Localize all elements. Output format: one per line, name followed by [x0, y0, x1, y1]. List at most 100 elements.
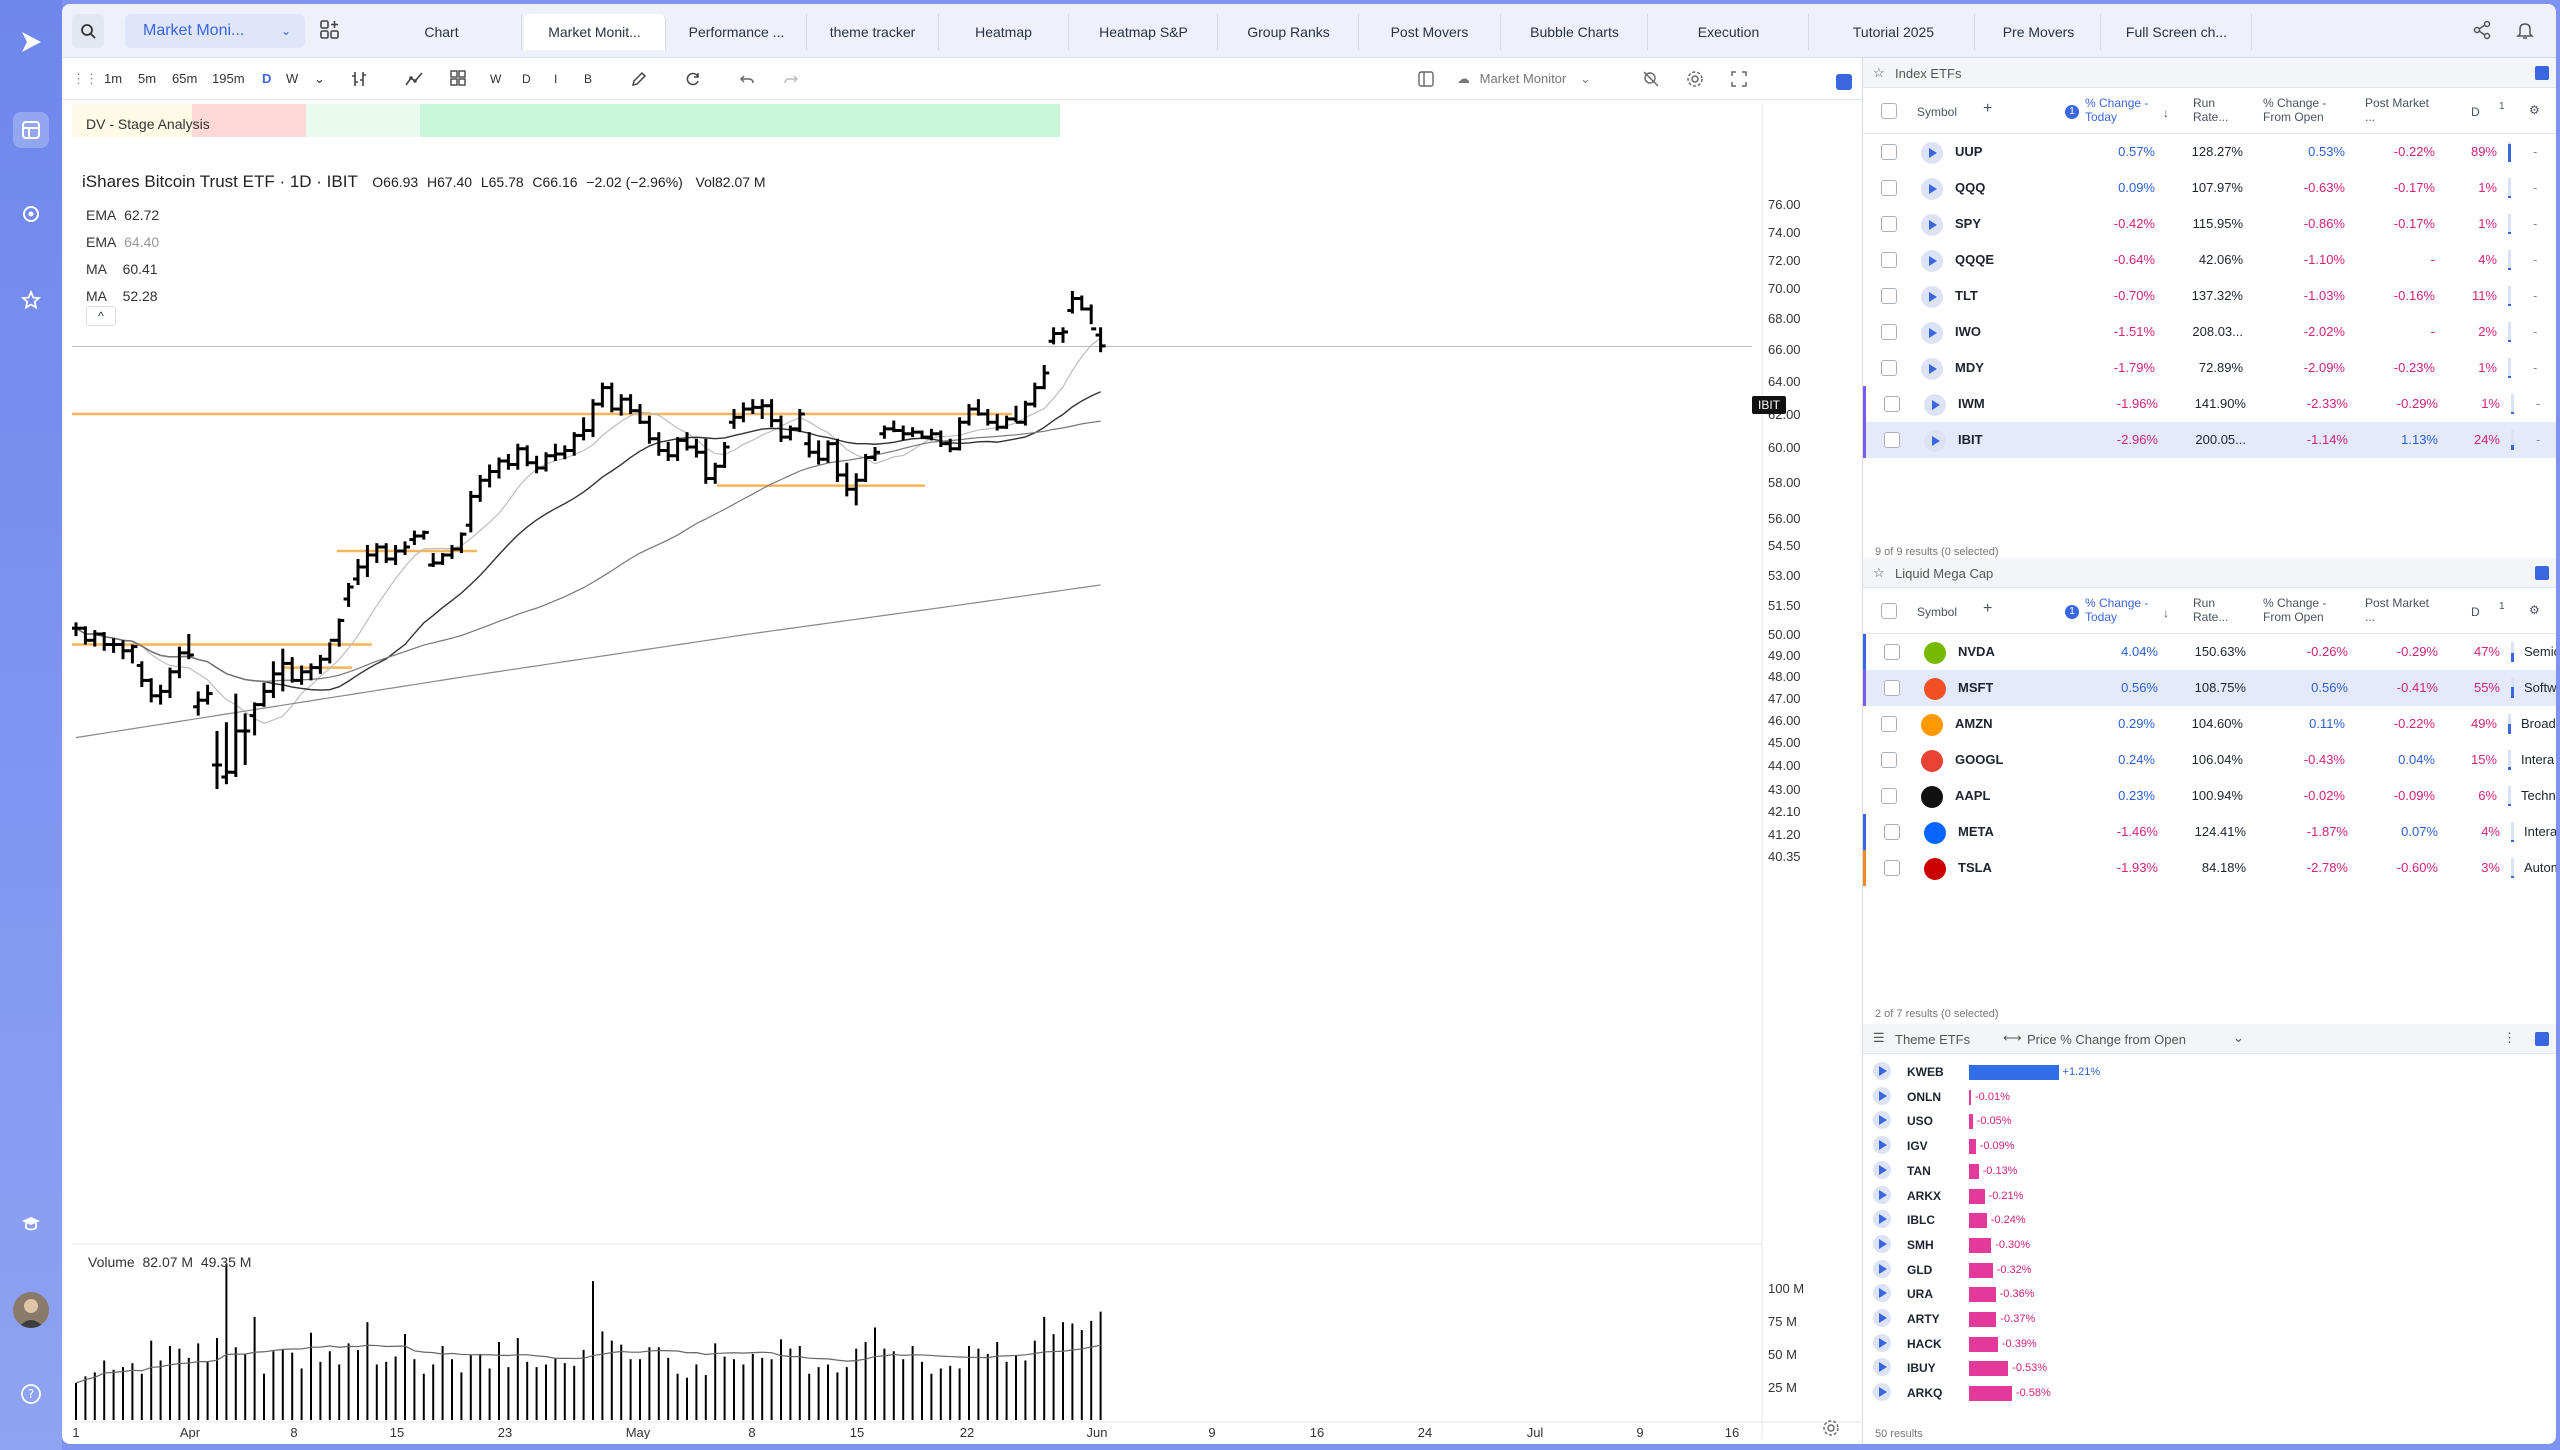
period-w[interactable]: W	[490, 72, 502, 86]
theme-symbol[interactable]: ARKQ	[1907, 1386, 1943, 1401]
row-checkbox[interactable]	[1881, 788, 1897, 804]
theme-symbol[interactable]: ARTY	[1907, 1312, 1940, 1326]
tab-performance[interactable]: Performance ...	[667, 14, 807, 50]
link-color-badge[interactable]	[1836, 74, 1852, 90]
row-checkbox[interactable]	[1884, 680, 1900, 696]
indicator-row[interactable]: MA 60.41	[86, 261, 158, 277]
tab-tutorial-2025[interactable]: Tutorial 2025	[1813, 14, 1975, 50]
play-icon[interactable]	[1873, 1136, 1891, 1155]
theme-etf-row[interactable]: IGV -0.09%	[1863, 1134, 2556, 1159]
theme-etf-row[interactable]: GLD -0.32%	[1863, 1258, 2556, 1283]
interval-daily[interactable]: D	[262, 71, 272, 86]
row-symbol[interactable]: GOOGL	[1955, 752, 2004, 767]
link-color-badge[interactable]	[2535, 66, 2549, 80]
undo-icon[interactable]	[738, 70, 756, 88]
watchlist-row[interactable]: UUP 0.57% 128.27% 0.53% -0.22% 89% -	[1863, 134, 2556, 170]
star-icon[interactable]	[13, 282, 49, 318]
share-icon[interactable]	[2472, 20, 2494, 42]
row-symbol[interactable]: META	[1958, 824, 1994, 839]
watchlist-row[interactable]: NVDA 4.04% 150.63% -0.26% -0.29% 47% Semic	[1863, 634, 2556, 670]
layout-icon[interactable]	[1417, 70, 1435, 88]
tab-chart[interactable]: Chart	[362, 14, 522, 50]
watchlist-row[interactable]: QQQE -0.64% 42.06% -1.10% - 4% -	[1863, 242, 2556, 278]
row-checkbox[interactable]	[1881, 716, 1897, 732]
help-icon[interactable]: ?	[13, 1376, 49, 1412]
row-checkbox[interactable]	[1884, 860, 1900, 876]
theme-etf-row[interactable]: USO -0.05%	[1863, 1109, 2556, 1134]
play-icon[interactable]	[1924, 394, 1946, 416]
watchlist-row[interactable]: SPY -0.42% 115.95% -0.86% -0.17% 1% -	[1863, 206, 2556, 242]
indicator-row[interactable]: EMA 64.40	[86, 234, 160, 250]
col-1[interactable]: 1	[2499, 601, 2505, 612]
indicator-row[interactable]: EMA 62.72	[86, 207, 160, 223]
theme-symbol[interactable]: IBLC	[1907, 1213, 1935, 1228]
col-change-today[interactable]: % Change - Today	[2085, 96, 2149, 124]
watchlist-row[interactable]: IWM -1.96% 141.90% -2.33% -0.29% 1% -	[1863, 386, 2556, 422]
search-button[interactable]	[72, 14, 104, 48]
tab-group-ranks[interactable]: Group Ranks	[1219, 14, 1359, 50]
play-icon[interactable]	[1873, 1358, 1891, 1377]
row-symbol[interactable]: UUP	[1955, 144, 1983, 159]
watchlist-row[interactable]: AAPL 0.23% 100.94% -0.02% -0.09% 6% Techn	[1863, 778, 2556, 814]
bell-icon[interactable]	[2515, 20, 2537, 42]
link-color-badge[interactable]	[2535, 566, 2549, 580]
select-all-checkbox[interactable]	[1881, 103, 1897, 119]
play-icon[interactable]	[1921, 286, 1943, 308]
col-d[interactable]: D	[2471, 105, 2480, 119]
interval-1m[interactable]: 1m	[104, 71, 123, 86]
row-symbol[interactable]: TSLA	[1958, 860, 1992, 875]
watchlist-row[interactable]: AMZN 0.29% 104.60% 0.11% -0.22% 49% Broad	[1863, 706, 2556, 742]
theme-etf-row[interactable]: HACK -0.39%	[1863, 1332, 2556, 1357]
play-icon[interactable]	[1873, 1383, 1891, 1402]
play-icon[interactable]	[1921, 322, 1943, 344]
indicators-icon[interactable]	[404, 70, 424, 88]
tab-theme-tracker[interactable]: theme tracker	[807, 14, 939, 50]
play-icon[interactable]	[1921, 142, 1943, 164]
row-symbol[interactable]: MSFT	[1958, 680, 1994, 695]
tab-full-screen-ch[interactable]: Full Screen ch...	[2102, 14, 2252, 50]
period-i[interactable]: I	[554, 72, 558, 86]
col-1[interactable]: 1	[2499, 101, 2505, 112]
theme-etf-row[interactable]: ARTY -0.37%	[1863, 1307, 2556, 1332]
select-all-checkbox[interactable]	[1881, 603, 1897, 619]
chevron-down-icon[interactable]: ⌄	[2233, 1030, 2244, 1045]
period-d[interactable]: D	[522, 72, 531, 86]
watchlist-row[interactable]: GOOGL 0.24% 106.04% -0.43% 0.04% 15% Intera	[1863, 742, 2556, 778]
theme-etf-row[interactable]: URA -0.36%	[1863, 1282, 2556, 1307]
row-checkbox[interactable]	[1881, 216, 1897, 232]
play-icon[interactable]	[1921, 250, 1943, 272]
play-icon[interactable]	[1873, 1062, 1891, 1080]
app-logo-icon[interactable]	[13, 24, 49, 60]
col-d[interactable]: D	[2471, 605, 2480, 619]
price-chart[interactable]: 76.0074.0072.0070.0068.0066.0064.0062.00…	[71, 104, 1862, 1440]
row-checkbox[interactable]	[1881, 252, 1897, 268]
row-checkbox[interactable]	[1881, 324, 1897, 340]
star-icon[interactable]: ☆	[1873, 565, 1885, 580]
tab-post-movers[interactable]: Post Movers	[1359, 14, 1501, 50]
layout-name-select[interactable]: ☁ Market Monitor ⌄	[1457, 70, 1591, 88]
play-icon[interactable]	[1873, 1086, 1891, 1105]
alert-off-icon[interactable]	[1642, 70, 1660, 88]
add-symbol-icon[interactable]: +	[1983, 600, 1993, 617]
play-icon[interactable]	[1873, 1309, 1891, 1327]
tab-heatmap[interactable]: Heatmap	[939, 14, 1069, 50]
col-post-market[interactable]: Post Market ...	[2365, 596, 2430, 624]
columns-settings-icon[interactable]: ⚙	[2529, 603, 2540, 617]
row-checkbox[interactable]	[1881, 360, 1897, 376]
row-checkbox[interactable]	[1881, 752, 1897, 768]
theme-symbol[interactable]: KWEB	[1907, 1065, 1944, 1079]
theme-etf-row[interactable]: ARKQ -0.58%	[1863, 1381, 2556, 1406]
period-b[interactable]: B	[584, 72, 593, 86]
row-checkbox[interactable]	[1884, 396, 1900, 412]
play-icon[interactable]	[1873, 1259, 1891, 1278]
interval-weekly[interactable]: W	[286, 71, 299, 86]
row-symbol[interactable]: IWO	[1955, 324, 1981, 339]
layouts-icon[interactable]	[13, 112, 49, 148]
watchlist-row[interactable]: TLT -0.70% 137.32% -1.03% -0.16% 11% -	[1863, 278, 2556, 314]
watchlist-row[interactable]: IBIT -2.96% 200.05... -1.14% 1.13% 24% -	[1863, 422, 2556, 458]
theme-etf-row[interactable]: IBLC -0.24%	[1863, 1208, 2556, 1233]
col-change-open[interactable]: % Change - From Open	[2263, 596, 2327, 624]
tab-bubble-charts[interactable]: Bubble Charts	[1502, 14, 1648, 50]
row-symbol[interactable]: NVDA	[1958, 644, 1995, 659]
row-symbol[interactable]: AAPL	[1955, 788, 1991, 803]
